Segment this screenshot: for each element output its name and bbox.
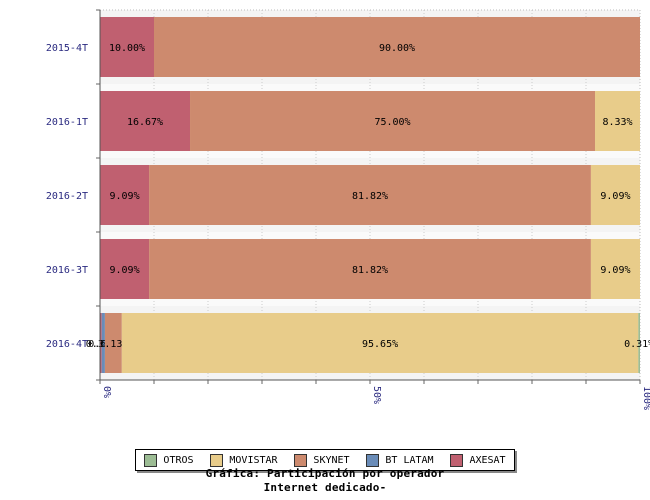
chart-legend: OTROS MOVISTAR SKYNET BT LATAM AXESAT <box>135 449 515 471</box>
data-label: 9.09% <box>109 265 139 276</box>
data-label: 9.09% <box>600 265 630 276</box>
bar-segment <box>590 239 640 299</box>
bar-segment <box>100 17 154 77</box>
bar-segment <box>638 313 640 373</box>
bar-segment <box>590 165 640 225</box>
data-label: 3.13% <box>98 339 128 350</box>
bar-segment <box>100 313 102 373</box>
data-label: 81.82% <box>352 265 388 276</box>
legend-swatch <box>144 453 158 467</box>
legend-item: BT LATAM <box>366 453 434 467</box>
data-label: 75.00% <box>374 117 410 128</box>
bar-segment <box>190 91 596 151</box>
legend-label: OTROS <box>163 454 194 466</box>
legend-swatch <box>210 453 224 467</box>
bar-segment <box>100 165 150 225</box>
data-label: 10.00% <box>109 43 145 54</box>
bar-segment <box>595 91 640 151</box>
bar-segment <box>149 239 591 299</box>
stacked-bar-chart: 10.00% 90.00% 2015-4T 16.67% 75.00% 8.33% 2016… <box>46 9 650 410</box>
bar-segment <box>100 239 150 299</box>
bar-segment <box>104 313 122 373</box>
chart-title-line-2: Internet dedicado- <box>263 481 387 494</box>
bar-segment <box>154 17 640 77</box>
data-label: 0.31% <box>86 339 116 350</box>
data-label: 95.65% <box>362 339 398 350</box>
chart-title-line-1: Gráfica: Participación por operador <box>205 467 445 480</box>
legend-label: AXESAT <box>469 454 506 466</box>
legend-item: MOVISTAR <box>210 453 278 467</box>
legend-label: BT LATAM <box>385 454 434 466</box>
data-label: 81.82% <box>352 191 388 202</box>
category-label: 2016-2T <box>46 191 88 202</box>
data-label: 0.60% <box>88 339 118 350</box>
legend-swatch <box>294 453 308 467</box>
data-label: 16.67% <box>127 117 163 128</box>
category-label: 2016-4T <box>46 339 88 350</box>
data-label: 9.09% <box>109 191 139 202</box>
legend-swatch <box>450 453 464 467</box>
legend-item: SKYNET <box>294 453 350 467</box>
x-tick-label: 100% <box>641 386 650 410</box>
data-label: 0.31% <box>624 339 650 350</box>
data-label: 90.00% <box>379 43 415 54</box>
data-label: 9.09% <box>600 191 630 202</box>
x-tick-label: 50% <box>371 386 382 404</box>
bar-segment <box>149 165 591 225</box>
legend-item: AXESAT <box>450 453 506 467</box>
x-tick-label: 0% <box>101 386 112 398</box>
category-label: 2016-3T <box>46 265 88 276</box>
legend-label: MOVISTAR <box>229 454 278 466</box>
bar-segment <box>100 91 191 151</box>
legend-item: OTROS <box>144 453 194 467</box>
legend-label: SKYNET <box>313 454 350 466</box>
bar-segment <box>121 313 639 373</box>
category-label: 2016-1T <box>46 117 88 128</box>
data-label: 8.33% <box>602 117 632 128</box>
category-label: 2015-4T <box>46 43 88 54</box>
legend-swatch <box>366 453 380 467</box>
bar-segment <box>101 313 105 373</box>
